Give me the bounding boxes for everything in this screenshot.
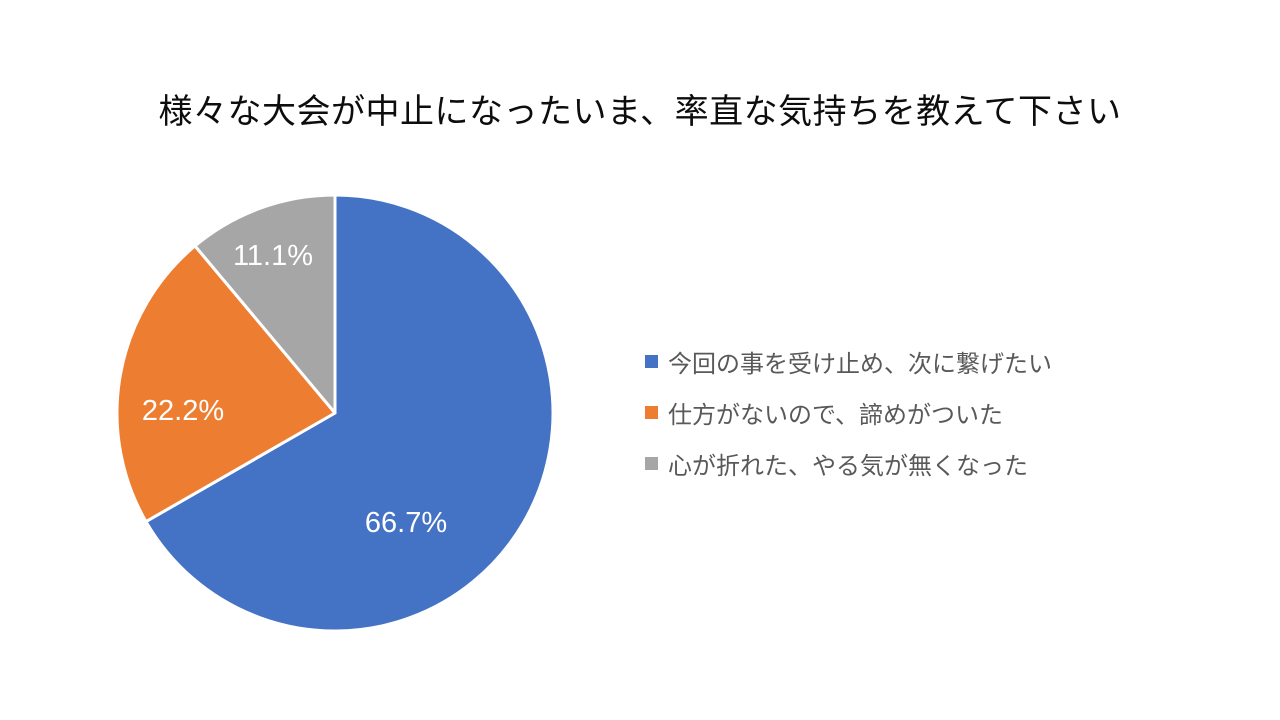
legend-swatch-icon	[645, 456, 658, 470]
legend-item-1: 今回の事を受け止め、次に繋げたい	[645, 349, 1052, 378]
legend-item-3: 心が折れた、やる気が無くなった	[645, 451, 1052, 480]
legend-item-label: 仕方がないので、諦めがついた	[668, 401, 1004, 429]
legend-swatch-icon	[645, 405, 658, 419]
slice-label-3: 11.1%	[233, 240, 313, 272]
legend: 今回の事を受け止め、次に繋げたい 仕方がないので、諦めがついた 心が折れた、やる気が…	[645, 349, 1052, 502]
pie-slice-2	[115, 244, 337, 524]
chart-title: 様々な大会が中止になったいま、率直な気持ちを教えて下さい	[158, 93, 1122, 131]
legend-item-label: 今回の事を受け止め、次に繋げたい	[668, 350, 1052, 378]
slice-label-1: 66.7%	[365, 507, 447, 539]
pie-slice-3	[193, 193, 337, 415]
pie-chart: 66.7% 22.2% 11.1%	[115, 193, 555, 633]
slice-label-2: 22.2%	[142, 395, 224, 427]
legend-swatch-icon	[645, 354, 658, 368]
legend-item-label: 心が折れた、やる気が無くなった	[668, 452, 1028, 480]
pie-slice-1	[144, 193, 555, 633]
legend-item-2: 仕方がないので、諦めがついた	[645, 400, 1052, 429]
